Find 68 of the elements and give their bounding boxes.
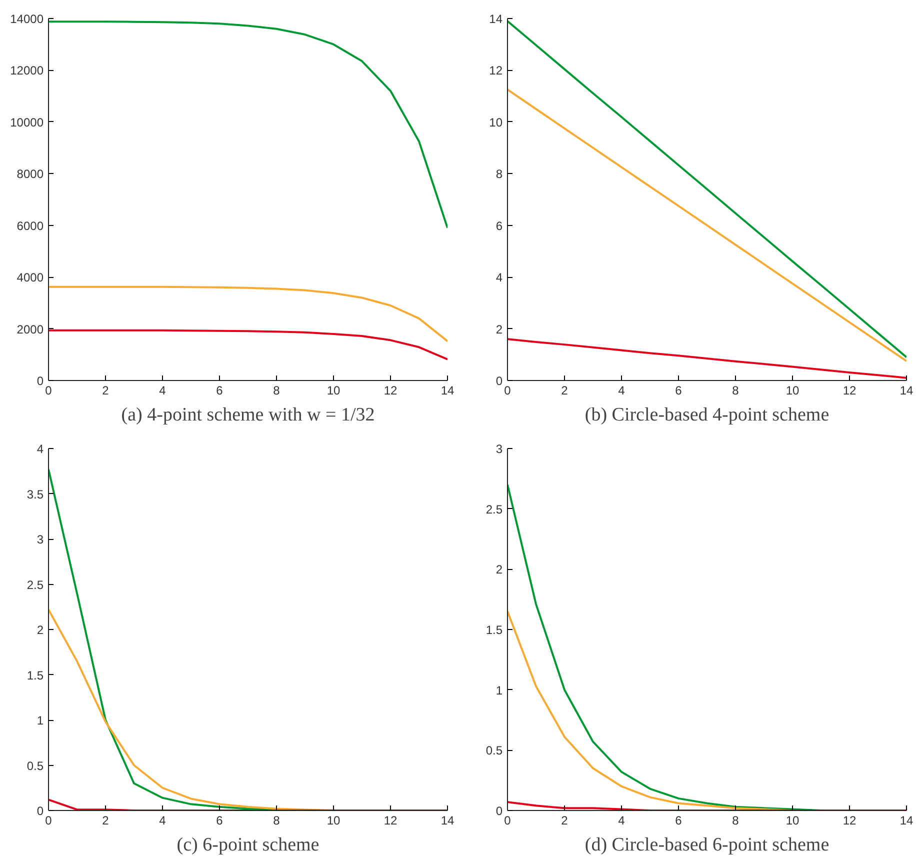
text: (c) 6-point scheme <box>176 834 320 856</box>
x-tick-label: 12 <box>384 384 398 398</box>
x-tick-label: 10 <box>326 384 340 398</box>
y-tick-label: 3.5 <box>26 487 44 502</box>
x-tick-label: 6 <box>216 814 224 828</box>
x-tick-label: 2 <box>102 814 110 828</box>
x-tick-label: 14 <box>440 814 454 828</box>
x-tick-label: 4 <box>618 384 626 398</box>
y-tick-label: 2 <box>496 562 503 577</box>
x-tick-label: 6 <box>216 384 224 398</box>
y-tick-label: 0 <box>36 804 44 818</box>
y-tick-label: 0 <box>496 374 503 388</box>
x-tick-label: 8 <box>273 384 280 398</box>
y-tick-label: 6000 <box>16 218 44 233</box>
x-tick-label: 12 <box>842 384 856 398</box>
x-tick-label: 10 <box>786 814 800 828</box>
y-tick-label: 14 <box>489 12 503 26</box>
x-tick-label: 0 <box>45 814 52 828</box>
y-tick-label: 12000 <box>10 64 44 78</box>
y-tick-label: 1.5 <box>486 623 503 637</box>
x-tick-label: 8 <box>273 814 280 828</box>
text: (a) 4-point scheme with w = 1/32 <box>121 404 375 426</box>
x-tick-label: 0 <box>45 384 52 398</box>
y-tick-label: 0 <box>36 374 44 388</box>
y-tick-label: 4000 <box>16 270 44 285</box>
x-tick-label: 12 <box>384 814 398 828</box>
y-tick-label: 2 <box>36 623 44 637</box>
text: (b) Circle-based 4-point scheme <box>584 404 830 426</box>
text: (d) Circle-based 6-point scheme <box>584 834 830 856</box>
y-tick-label: 4 <box>496 270 503 285</box>
y-tick-label: 10000 <box>10 115 44 130</box>
y-tick-label: 0 <box>496 804 503 818</box>
x-tick-label: 6 <box>675 384 682 398</box>
y-tick-label: 14000 <box>10 12 44 26</box>
y-tick-label: 8000 <box>16 167 44 182</box>
x-tick-label: 6 <box>675 814 682 828</box>
x-tick-label: 10 <box>786 384 800 398</box>
y-tick-label: 4 <box>36 442 44 456</box>
y-tick-label: 1.5 <box>26 668 44 682</box>
y-tick-label: 2.5 <box>26 578 44 592</box>
y-tick-label: 8 <box>496 167 503 182</box>
x-tick-label: 10 <box>326 814 340 828</box>
x-tick-label: 8 <box>732 384 740 398</box>
y-tick-label: 2.5 <box>486 502 503 516</box>
y-tick-label: 0.5 <box>26 758 44 773</box>
x-tick-label: 14 <box>440 384 454 398</box>
x-tick-label: 14 <box>900 384 914 398</box>
x-tick-label: 0 <box>504 814 512 828</box>
x-tick-label: 2 <box>561 384 568 398</box>
y-tick-label: 1 <box>36 714 44 728</box>
y-tick-label: 12 <box>489 64 503 78</box>
x-tick-label: 0 <box>504 384 512 398</box>
y-tick-label: 3 <box>36 532 44 546</box>
x-tick-label: 4 <box>159 814 166 828</box>
x-tick-label: 8 <box>732 814 740 828</box>
y-tick-label: 1 <box>496 683 503 698</box>
x-tick-label: 2 <box>102 384 110 398</box>
x-tick-label: 4 <box>618 814 626 828</box>
y-tick-label: 3 <box>496 442 503 456</box>
x-tick-label: 14 <box>900 814 914 828</box>
x-tick-label: 4 <box>159 384 166 398</box>
y-tick-label: 2000 <box>16 322 44 336</box>
y-tick-label: 0.5 <box>486 744 503 758</box>
x-tick-label: 12 <box>842 814 856 828</box>
y-tick-label: 6 <box>496 218 503 233</box>
y-tick-label: 2 <box>496 322 503 336</box>
x-tick-label: 2 <box>561 814 568 828</box>
y-tick-label: 10 <box>489 115 503 130</box>
